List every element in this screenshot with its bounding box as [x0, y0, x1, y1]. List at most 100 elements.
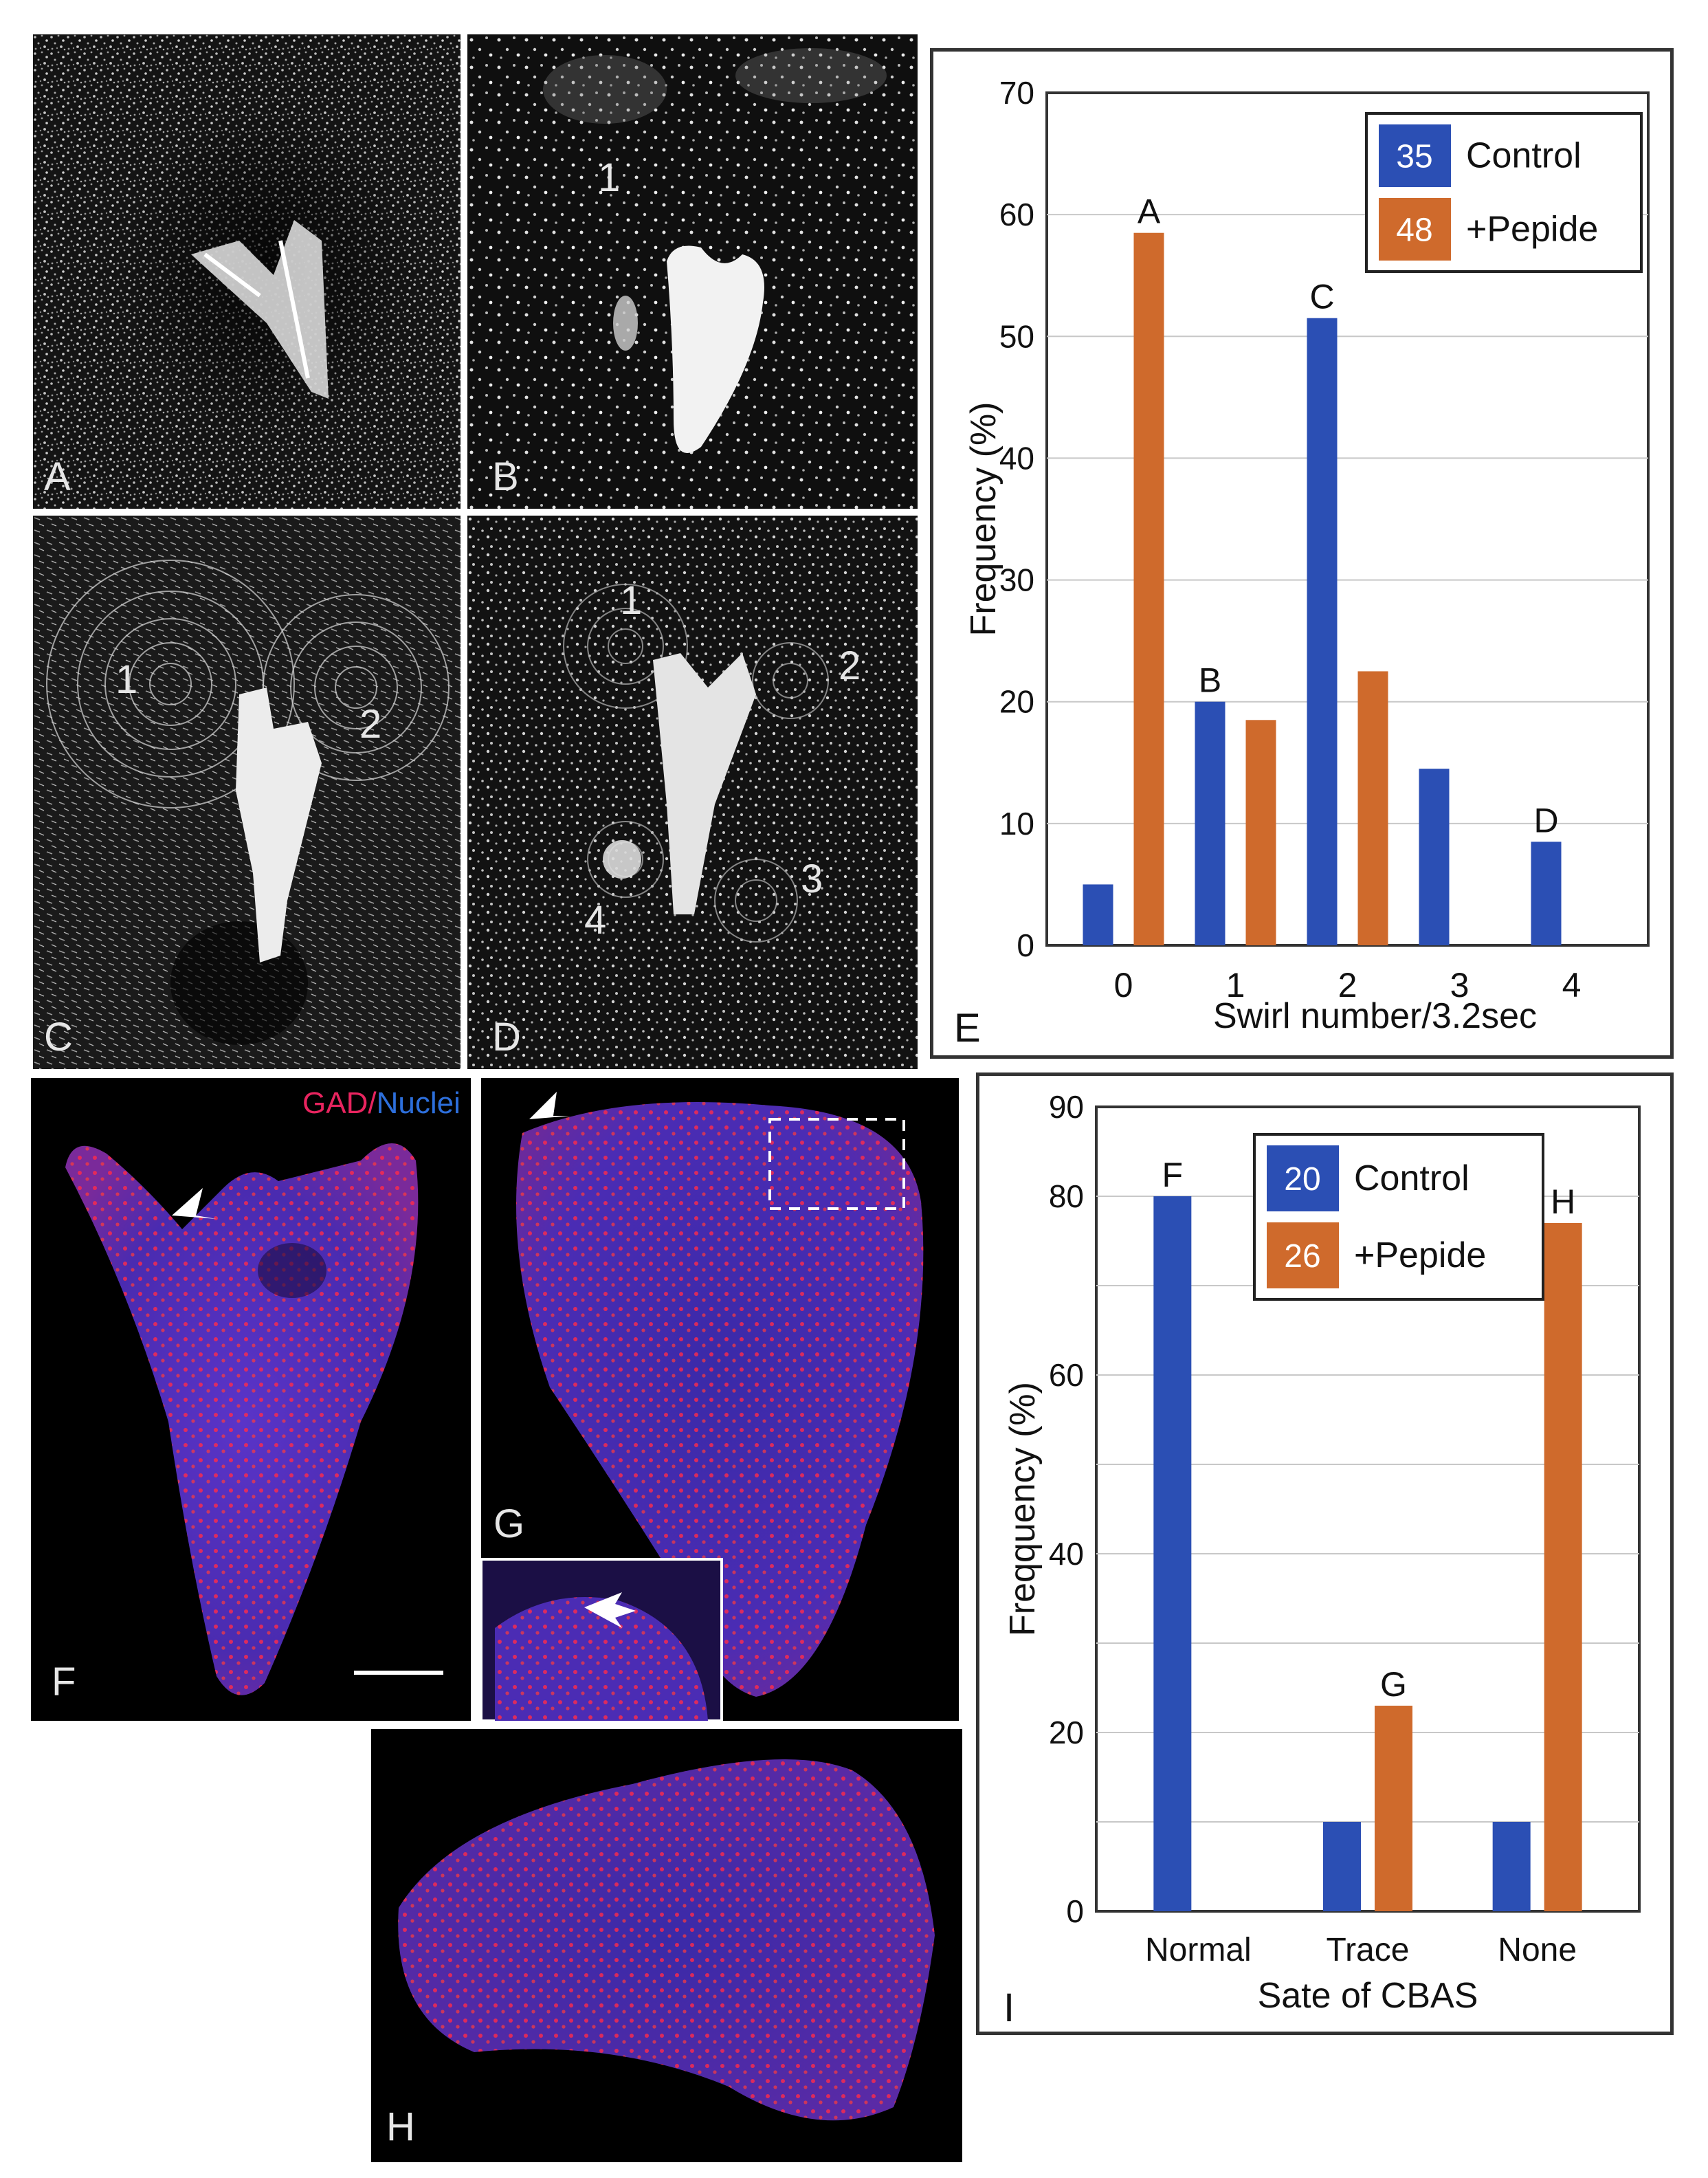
panel-d-image: 1 2 3 4 D: [467, 516, 918, 1069]
y-tick-label: 70: [999, 75, 1034, 111]
bar-control: [1492, 1822, 1531, 1911]
inset-arrow-icon: [584, 1592, 636, 1628]
x-tick-label: 0: [1114, 966, 1133, 1004]
panel-d-mark-1: 1: [620, 578, 643, 623]
bar-annotation: D: [1533, 801, 1558, 839]
bar-peptide: [1133, 232, 1164, 945]
plot-area: [1095, 1106, 1641, 1913]
legend-label: Control: [1466, 136, 1582, 176]
arrow-icon: [529, 1092, 570, 1119]
panel-d-label: D: [492, 1015, 521, 1059]
y-tick-label: 90: [1049, 1089, 1084, 1125]
y-tick-label: 20: [1049, 1715, 1084, 1750]
y-tick-label: 0: [1066, 1893, 1084, 1929]
legend-swatch: [1267, 1145, 1339, 1211]
panel-d-mark-2: 2: [839, 644, 861, 688]
panel-label: I: [1003, 1986, 1014, 2030]
y-tick-label: 50: [999, 318, 1034, 354]
larva-shape: [653, 653, 756, 914]
larva-shape: [191, 220, 329, 399]
chart-i-frame: 0 20 40 60 80 90 Normal Trace None F G H Sate of CBA…: [976, 1072, 1674, 2035]
legend-n: 48: [1396, 212, 1432, 249]
swirl-2: [263, 594, 450, 781]
y-tick-label: 30: [999, 562, 1034, 598]
bar-peptide: [1544, 1223, 1582, 1911]
legend-label: +Pepide: [1354, 1235, 1486, 1275]
y-tick-label: 20: [999, 684, 1034, 720]
fluorescence-legend: GAD/Nuclei: [302, 1086, 461, 1121]
larva-shape: [236, 688, 322, 962]
panel-d-mark-4: 4: [584, 898, 607, 943]
x-axis-label: Swirl number/3.2sec: [1213, 996, 1537, 1036]
x-axis-label: Sate of CBAS: [1258, 1976, 1478, 2016]
bar-annotation: B: [1199, 661, 1221, 700]
panel-c-mark-1: 1: [115, 657, 138, 702]
panel-h-image: H: [371, 1729, 962, 2162]
panel-c-svg: [33, 516, 461, 1069]
gad-label: GAD: [302, 1086, 368, 1120]
panel-g-svg: [481, 1092, 924, 1721]
y-tick-label: 80: [1049, 1178, 1084, 1214]
x-tick-label: 3: [1450, 966, 1469, 1004]
panel-h-svg: [398, 1759, 935, 2121]
legend-slash: /: [368, 1086, 377, 1120]
panel-c-label: C: [44, 1015, 73, 1059]
legend-label: Control: [1354, 1158, 1469, 1198]
panel-f-label: F: [52, 1660, 76, 1704]
bar-control: [1083, 884, 1113, 945]
inset-region-box: [768, 1118, 905, 1210]
y-tick-label: 10: [999, 806, 1034, 842]
legend-label: +Pepide: [1466, 210, 1598, 250]
panel-d-mark-3: 3: [801, 857, 823, 901]
panel-b-svg: [467, 34, 918, 509]
chart-i: 0 20 40 60 80 90 Normal Trace None F G H Sate of CBA…: [1003, 1089, 1641, 2030]
bar-control: [1323, 1822, 1361, 1911]
legend-n: 35: [1396, 139, 1432, 175]
bar-annotation: A: [1138, 192, 1161, 231]
bar-annotation: C: [1309, 278, 1334, 316]
panel-f-svg: [65, 1143, 443, 1695]
x-tick-label: Normal: [1145, 1932, 1252, 1968]
arrow-icon: [172, 1188, 217, 1219]
legend-swatch: [1379, 198, 1451, 261]
bar-annotation: H: [1551, 1182, 1575, 1221]
panel-label: E: [954, 1006, 981, 1050]
bar-peptide: [1357, 671, 1388, 945]
panel-c-mark-2: 2: [359, 702, 382, 747]
panel-b-label: B: [492, 454, 519, 499]
bar-annotation: G: [1380, 1665, 1407, 1704]
swirl-1: [46, 560, 295, 808]
y-tick-label: 40: [1049, 1536, 1084, 1572]
x-tick-label: 1: [1226, 966, 1245, 1004]
bar-peptide: [1245, 720, 1276, 945]
larva-shape: [667, 245, 764, 453]
panel-c-image: 1 2 C: [33, 516, 461, 1069]
panel-d-svg: [467, 516, 918, 1069]
y-tick-label: 60: [1049, 1357, 1084, 1393]
bar-control: [1419, 769, 1450, 945]
x-tick-label: 2: [1338, 966, 1357, 1004]
y-axis-label: Frequency (%): [964, 402, 1003, 637]
y-tick-label: 40: [999, 440, 1034, 476]
y-axis-label: Freqquency (%): [1003, 1382, 1043, 1636]
bar-peptide: [1375, 1706, 1412, 1911]
nuclei-label: Nuclei: [376, 1086, 461, 1120]
panel-f-image: GAD/Nuclei F: [31, 1078, 471, 1721]
x-tick-label: None: [1498, 1932, 1577, 1968]
legend-n: 26: [1284, 1238, 1320, 1275]
plot-area: [1045, 91, 1650, 947]
legend-swatch: [1379, 124, 1451, 187]
panel-h-label: H: [386, 2104, 415, 2149]
bar-control: [1531, 842, 1562, 945]
bar-control: [1153, 1196, 1192, 1911]
bar-control: [1195, 701, 1225, 945]
y-tick-label: 0: [1017, 927, 1034, 963]
y-tick-label: 60: [999, 197, 1034, 232]
panel-g-image: G: [481, 1078, 959, 1721]
panel-g-label: G: [493, 1502, 525, 1546]
chart-e: 0 10 20 30 40 50 60 70 0 1 2 3 4 A B C D Swirl number/3.2…: [954, 75, 1650, 1050]
panel-b-mark-1: 1: [598, 155, 621, 200]
legend-swatch: [1267, 1222, 1339, 1288]
panel-a-image: A: [33, 34, 461, 509]
bar-control: [1307, 318, 1338, 945]
